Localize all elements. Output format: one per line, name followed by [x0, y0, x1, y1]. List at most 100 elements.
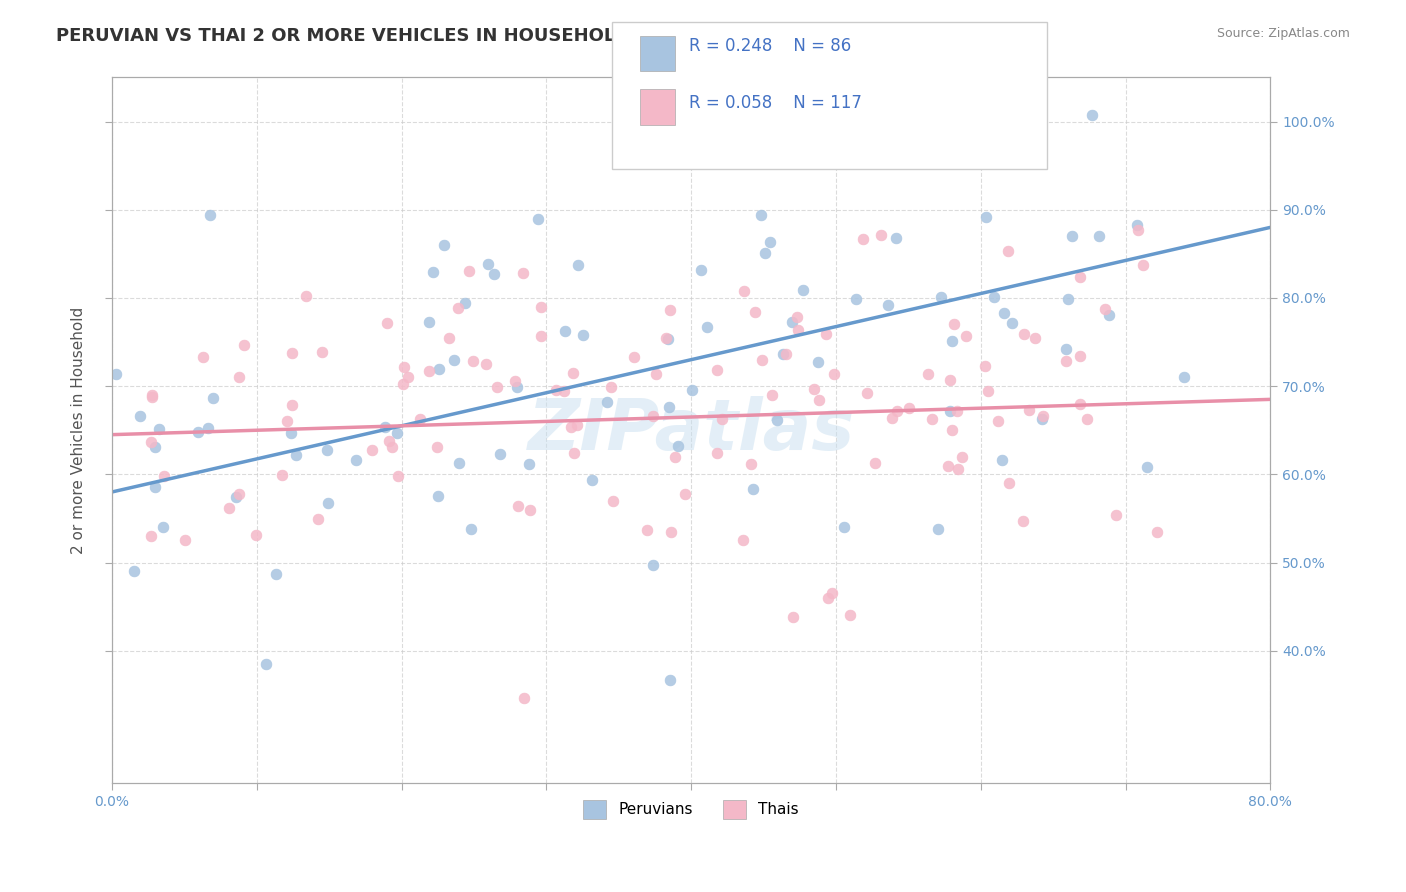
- Point: [775, 347, 797, 361]
- Point: [832, 519, 855, 533]
- Point: [659, 525, 682, 540]
- Point: [1105, 508, 1128, 522]
- Point: [914, 114, 936, 128]
- Point: [418, 315, 440, 329]
- Point: [658, 673, 681, 687]
- Point: [458, 264, 481, 278]
- Point: [519, 503, 541, 517]
- Point: [1069, 269, 1091, 284]
- Point: [696, 320, 718, 334]
- Point: [295, 289, 318, 303]
- Point: [280, 398, 302, 412]
- Point: [664, 450, 686, 464]
- Point: [1076, 412, 1098, 426]
- Point: [599, 379, 621, 393]
- Text: ZIPatlas: ZIPatlas: [527, 396, 855, 465]
- Point: [562, 446, 585, 460]
- Point: [602, 494, 624, 508]
- Point: [1054, 342, 1077, 356]
- Point: [560, 420, 582, 434]
- Text: R = 0.058    N = 117: R = 0.058 N = 117: [689, 94, 862, 112]
- Point: [128, 409, 150, 423]
- Point: [938, 404, 960, 418]
- Point: [993, 305, 1015, 319]
- Point: [418, 364, 440, 378]
- Point: [554, 324, 576, 338]
- Point: [460, 522, 482, 536]
- Point: [945, 403, 967, 417]
- Point: [197, 421, 219, 435]
- Point: [187, 425, 209, 440]
- Point: [782, 610, 804, 624]
- Point: [506, 380, 529, 394]
- Point: [385, 425, 408, 440]
- Point: [245, 527, 267, 541]
- Point: [316, 496, 339, 510]
- Point: [1094, 301, 1116, 316]
- Text: PERUVIAN VS THAI 2 OR MORE VEHICLES IN HOUSEHOLD CORRELATION CHART: PERUVIAN VS THAI 2 OR MORE VEHICLES IN H…: [56, 27, 852, 45]
- Point: [744, 305, 766, 319]
- Point: [751, 353, 773, 368]
- Point: [143, 440, 166, 454]
- Point: [710, 411, 733, 425]
- Point: [673, 487, 696, 501]
- Point: [512, 266, 534, 280]
- Point: [374, 419, 396, 434]
- Point: [641, 409, 664, 423]
- Point: [139, 529, 162, 543]
- Point: [264, 567, 287, 582]
- Point: [987, 414, 1010, 428]
- Point: [148, 422, 170, 436]
- Point: [193, 350, 215, 364]
- Point: [505, 374, 527, 388]
- Point: [1069, 349, 1091, 363]
- Point: [792, 283, 814, 297]
- Point: [1132, 258, 1154, 272]
- Point: [174, 533, 197, 547]
- Point: [276, 414, 298, 428]
- Point: [228, 487, 250, 501]
- Point: [409, 412, 432, 426]
- Point: [917, 367, 939, 381]
- Point: [682, 383, 704, 397]
- Y-axis label: 2 or more Vehicles in Household: 2 or more Vehicles in Household: [72, 307, 86, 554]
- Point: [254, 657, 277, 671]
- Point: [983, 290, 1005, 304]
- Text: R = 0.248    N = 86: R = 0.248 N = 86: [689, 37, 851, 55]
- Point: [1056, 292, 1078, 306]
- Text: Source: ZipAtlas.com: Source: ZipAtlas.com: [1216, 27, 1350, 40]
- Point: [929, 289, 952, 303]
- Point: [740, 458, 762, 472]
- Point: [477, 257, 499, 271]
- Point: [927, 522, 949, 536]
- Point: [461, 354, 484, 368]
- Point: [1069, 396, 1091, 410]
- Point: [1024, 331, 1046, 345]
- Point: [1126, 223, 1149, 237]
- Point: [706, 446, 728, 460]
- Point: [786, 310, 808, 324]
- Point: [865, 456, 887, 470]
- Point: [427, 361, 450, 376]
- Point: [870, 227, 893, 242]
- Point: [152, 520, 174, 534]
- Point: [997, 476, 1019, 491]
- Point: [946, 462, 969, 476]
- Point: [396, 370, 419, 384]
- Point: [392, 377, 415, 392]
- Point: [1054, 354, 1077, 368]
- Point: [838, 608, 860, 623]
- Point: [316, 442, 339, 457]
- Point: [997, 244, 1019, 258]
- Point: [807, 392, 830, 407]
- Point: [284, 448, 307, 462]
- Point: [485, 380, 508, 394]
- Point: [218, 501, 240, 516]
- Point: [567, 258, 589, 272]
- Point: [941, 334, 963, 348]
- Point: [950, 450, 973, 464]
- Point: [657, 332, 679, 346]
- Point: [655, 331, 678, 345]
- Point: [821, 586, 844, 600]
- Point: [553, 384, 575, 399]
